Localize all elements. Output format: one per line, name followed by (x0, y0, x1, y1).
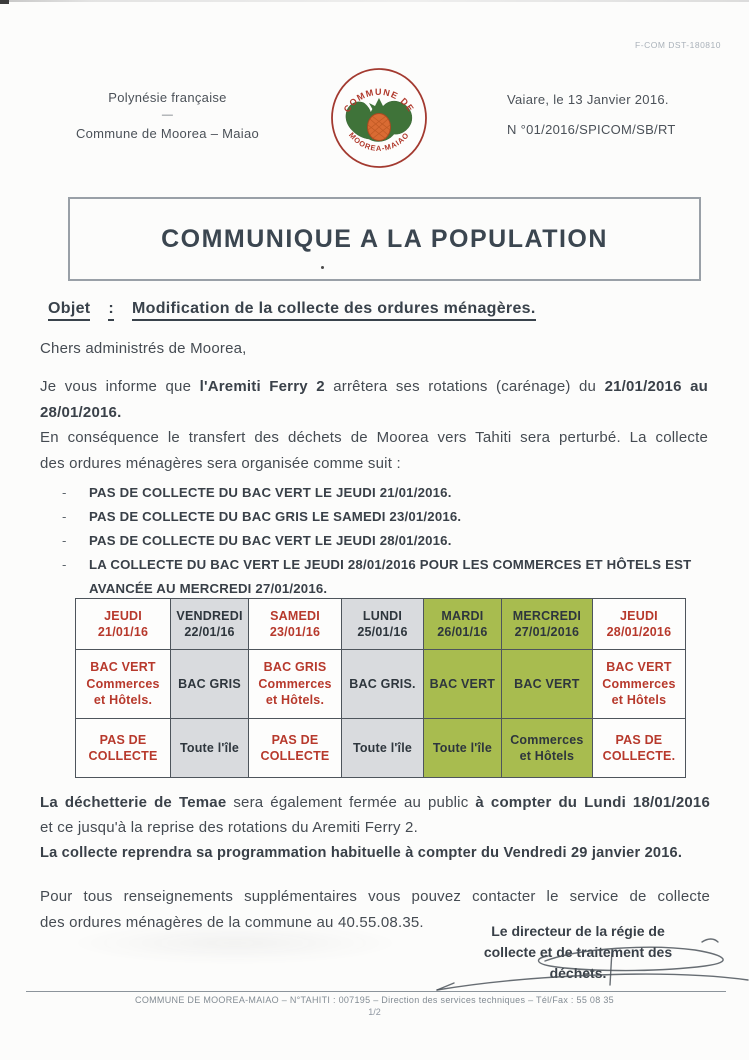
scan-artifact-dot (321, 266, 324, 269)
paragraph-contact: Pour tous renseignements supplémentaires… (40, 888, 710, 931)
header-issuer-block: Polynésie française — Commune de Moorea … (55, 90, 280, 141)
table-cell: BAC GRIS Commerces et Hôtels. (247, 649, 343, 719)
body-paragraphs: Je vous informe que l'Aremiti Ferry 2 ar… (40, 374, 708, 476)
bullet-dash: - (62, 557, 67, 572)
list-item: - PAS DE COLLECTE DU BAC VERT LE JEUDI 2… (62, 481, 714, 505)
issuer-separator: — (161, 109, 174, 121)
salutation: Chers administrés de Moorea, (40, 340, 247, 357)
document-reference-code: F-COM DST-180810 (635, 40, 721, 50)
page-title: COMMUNIQUE A LA POPULATION (161, 224, 608, 253)
paragraph-temae: La déchetterie de Temae sera également f… (40, 794, 711, 836)
scan-artifact-top-edge (0, 0, 749, 2)
table-header-cell: JEUDI 21/01/16 (74, 598, 172, 650)
pineapple-crown-icon (369, 98, 389, 116)
table-header-row: JEUDI 21/01/16 VENDREDI 22/01/16 SAMEDI 23/… (74, 598, 687, 650)
table-cell: PAS DE COLLECTE. (591, 718, 687, 778)
bullet-dash: - (62, 533, 67, 548)
paragraph-consequence-line1: En conséquence le transfert des déchets … (40, 429, 708, 446)
scan-artifact-smudge (70, 922, 400, 964)
table-cell: Toute l'île (170, 718, 249, 778)
paragraph-reprise: La collecte reprendra sa programmation h… (40, 845, 683, 861)
table-row-zone: PAS DE COLLECTE Toute l'île PAS DE COLLE… (74, 718, 687, 778)
pineapple-texture (367, 115, 391, 140)
signatory-title-line1: Le directeur de la régie de (491, 923, 665, 939)
table-cell: PAS DE COLLECTE (74, 718, 172, 778)
collection-schedule-table: JEUDI 21/01/16 VENDREDI 22/01/16 SAMEDI 23/… (74, 598, 687, 778)
table-cell: BAC GRIS. (341, 649, 424, 719)
table-header-cell: JEUDI 28/01/2016 (591, 598, 687, 650)
document-number-line: N °01/2016/SPICOM/SB/RT (507, 122, 676, 137)
footer-text: COMMUNE DE MOOREA-MAIAO – N°TAHITI : 007… (135, 995, 614, 1005)
issuer-commune: Commune de Moorea – Maiao (75, 126, 260, 141)
table-cell: Commerces et Hôtels (500, 718, 593, 778)
handwritten-signature (436, 938, 749, 991)
list-item: - LA COLLECTE DU BAC VERT LE JEUDI 28/01… (62, 553, 714, 601)
table-cell: BAC VERT (422, 649, 502, 719)
title-box: COMMUNIQUE A LA POPULATION (68, 197, 701, 281)
footer-divider (26, 991, 726, 992)
collection-changes-list: - PAS DE COLLECTE DU BAC VERT LE JEUDI 2… (62, 481, 714, 601)
table-cell: BAC GRIS (170, 649, 249, 719)
table-header-cell: LUNDI 25/01/16 (341, 598, 424, 650)
table-header-cell: MARDI 26/01/16 (422, 598, 502, 650)
table-cell: Toute l'île (341, 718, 424, 778)
subject-colon: : (108, 300, 115, 321)
subject-text: Modification de la collecte des ordures … (132, 300, 536, 321)
scan-artifact-speck (0, 0, 9, 4)
table-cell: BAC VERT Commerces et Hôtels. (74, 649, 172, 719)
commune-seal-logo: COMMUNE DE MOOREA-MAIAO (331, 68, 427, 168)
table-cell: BAC VERT (500, 649, 593, 719)
table-header-cell: MERCREDI 27/01/2016 (500, 598, 593, 650)
table-header-cell: SAMEDI 23/01/16 (247, 598, 343, 650)
header-date-ref-block: Vaiare, le 13 Janvier 2016. N °01/2016/S… (507, 92, 676, 137)
table-cell: BAC VERT Commerces et Hôtels (591, 649, 687, 719)
table-cell: Toute l'île (422, 718, 502, 778)
paragraph-consequence-line2: des ordures ménagères sera organisée com… (40, 454, 401, 472)
page-number: 1/2 (368, 1007, 381, 1017)
paragraph-ferry-line1: Je vous informe que l'Aremiti Ferry 2 ar… (40, 378, 708, 395)
list-item: - PAS DE COLLECTE DU BAC GRIS LE SAMEDI … (62, 505, 714, 529)
subject-label: Objet (48, 300, 91, 321)
issuer-territory: Polynésie française (108, 90, 227, 105)
bullet-dash: - (62, 485, 67, 500)
list-item: - PAS DE COLLECTE DU BAC VERT LE JEUDI 2… (62, 529, 714, 553)
table-cell: PAS DE COLLECTE (247, 718, 343, 778)
subject-line: Objet: Modification de la collecte des or… (48, 300, 536, 321)
place-date-line: Vaiare, le 13 Janvier 2016. (507, 92, 669, 107)
bullet-dash: - (62, 509, 67, 524)
table-header-cell: VENDREDI 22/01/16 (170, 598, 249, 650)
paragraph-ferry-line2: 28/01/2016. (40, 403, 122, 421)
table-row-bac: BAC VERT Commerces et Hôtels. BAC GRIS B… (74, 649, 687, 719)
